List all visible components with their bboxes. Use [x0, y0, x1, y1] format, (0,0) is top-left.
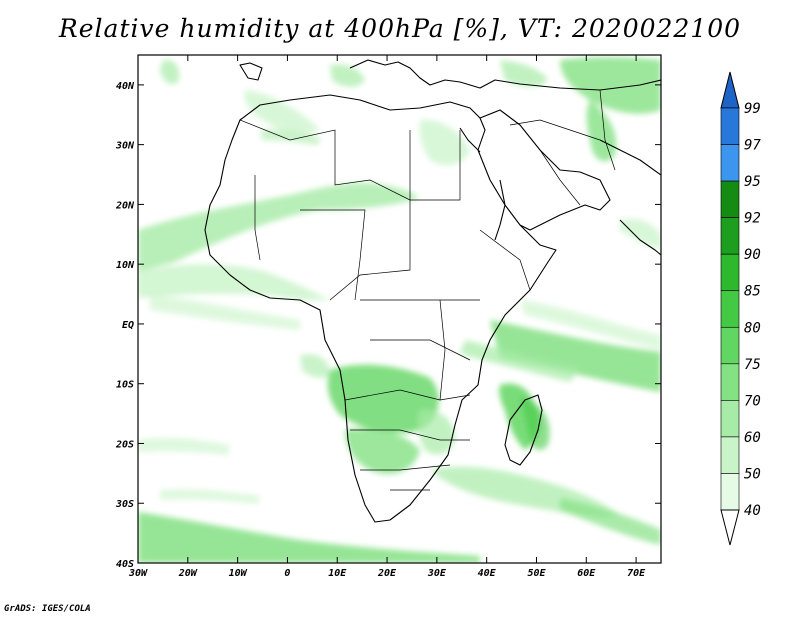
lat-tick-label: 40S [116, 559, 134, 570]
colorbar-swatch [720, 217, 740, 255]
colorbar-label: 85 [744, 284, 761, 300]
colorbar-swatch [720, 290, 740, 328]
colorbar-label: 92 [744, 211, 761, 227]
credit-text: GrADS: IGES/COLA [4, 604, 91, 614]
colorbar-swatch [720, 473, 740, 511]
lon-tick-label: 20E [377, 568, 397, 579]
colorbar: 40 50 60 70 75 80 85 90 92 95 97 99 [720, 71, 761, 546]
colorbar-swatch [720, 253, 740, 292]
lon-tick-label: 50E [527, 568, 546, 579]
lat-tick-label: 30N [115, 141, 135, 152]
colorbar-label: 95 [744, 174, 761, 190]
lon-tick-label: 60E [577, 568, 596, 579]
lat-tick-label: 10S [116, 380, 134, 391]
lon-tick-label: 10E [328, 568, 347, 579]
colorbar-swatch [720, 326, 740, 365]
country-borders [239, 89, 616, 491]
lat-tick-label: 20S [115, 439, 134, 450]
lon-tick-label: 10W [229, 568, 248, 579]
longitude-ticks: 30W 20W 10W 0 10E 20E 30E 40E 50E 60E 70E [128, 55, 646, 579]
colorbar-label: 80 [744, 320, 761, 336]
lon-tick-label: 30W [128, 568, 148, 579]
colorbar-label: 90 [744, 247, 761, 263]
colorbar-label: 60 [744, 430, 761, 446]
map-title: Relative humidity at 400hPa [%], VT: 202… [58, 14, 742, 43]
colorbar-swatch [720, 107, 740, 145]
lon-tick-label: 40E [478, 568, 497, 579]
lon-tick-label: 20W [178, 568, 198, 579]
colorbar-label: 40 [744, 503, 761, 519]
latitude-ticks: 40N 30N 20N 10N EQ 10S 20S 30S 40S [115, 81, 661, 570]
colorbar-arrow-bottom [720, 509, 740, 546]
map-frame [137, 54, 662, 564]
colorbar-label: 70 [744, 393, 761, 409]
colorbar-swatch [720, 400, 740, 438]
lat-tick-label: 20N [115, 200, 135, 211]
lat-tick-label: EQ [122, 320, 134, 331]
colorbar-label: 75 [744, 357, 761, 373]
lon-tick-label: 0 [284, 568, 290, 579]
colorbar-label: 50 [744, 466, 761, 482]
lat-tick-label: 10N [116, 260, 135, 271]
colorbar-swatch [720, 363, 740, 401]
colorbar-swatch [720, 144, 740, 182]
lon-tick-label: 30E [427, 568, 447, 579]
humidity-field [138, 57, 661, 563]
coastlines [204, 59, 661, 523]
lat-tick-label: 30S [115, 499, 134, 510]
lat-tick-label: 40N [116, 81, 135, 92]
colorbar-swatch [720, 436, 740, 474]
colorbar-label: 97 [744, 138, 761, 154]
lon-tick-label: 70E [627, 568, 646, 579]
colorbar-swatch [720, 180, 740, 218]
colorbar-label: 99 [744, 101, 761, 117]
colorbar-arrow-top [720, 71, 740, 109]
